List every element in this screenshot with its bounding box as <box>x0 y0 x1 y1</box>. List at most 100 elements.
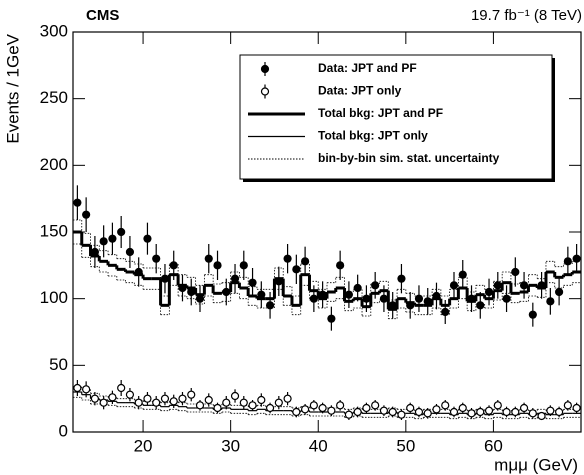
data-point <box>344 410 353 419</box>
data-point <box>537 411 546 421</box>
data-point <box>432 405 441 414</box>
data-point <box>449 281 459 290</box>
y-tick-label: 300 <box>40 21 68 40</box>
data-point <box>160 394 170 403</box>
data-point <box>397 410 406 419</box>
data-point <box>274 398 283 407</box>
data-point <box>152 254 161 263</box>
data-point <box>292 265 301 274</box>
data-point <box>467 294 476 303</box>
data-point <box>230 274 240 283</box>
data-point <box>519 281 529 290</box>
data-point <box>327 314 336 323</box>
data-point <box>502 407 511 417</box>
data-point <box>309 294 318 303</box>
data-point <box>371 281 380 290</box>
data-point <box>160 274 170 283</box>
data-point <box>476 407 485 417</box>
x-tick-label: 20 <box>134 436 153 455</box>
data-point <box>388 407 397 417</box>
data-point <box>265 301 275 310</box>
data-point <box>449 407 459 417</box>
y-tick-label: 100 <box>40 288 68 307</box>
data-point <box>441 307 450 317</box>
data-point <box>362 403 371 413</box>
data-point <box>125 247 135 257</box>
data-point <box>406 403 415 413</box>
data-point <box>511 267 520 277</box>
data-point <box>528 409 537 418</box>
data-point <box>99 237 108 246</box>
data-point <box>414 294 424 303</box>
legend-symbol <box>260 64 270 74</box>
legend-label: Data: JPT and PF <box>318 61 417 75</box>
x-axis-label: mμμ (GeV) <box>494 455 578 474</box>
data-point <box>318 290 327 299</box>
data-point <box>257 395 266 405</box>
data-point <box>108 393 117 402</box>
data-point <box>239 261 248 270</box>
chart-title: CMS <box>86 7 119 24</box>
data-point <box>283 254 292 263</box>
data-point <box>353 407 362 417</box>
data-point <box>546 406 555 415</box>
data-point <box>134 398 143 407</box>
data-point <box>125 390 135 399</box>
data-point <box>90 394 99 403</box>
data-point <box>143 394 152 403</box>
data-point <box>362 294 371 303</box>
data-point <box>484 406 494 415</box>
data-point <box>195 294 205 303</box>
data-point <box>239 398 248 407</box>
data-point <box>309 401 318 410</box>
data-point <box>108 234 117 243</box>
chart-subtitle: 19.7 fb⁻¹ (8 TeV) <box>471 7 582 24</box>
legend-box <box>239 54 553 180</box>
legend-symbol <box>260 87 270 96</box>
y-tick-label: 50 <box>49 355 68 374</box>
data-point <box>248 401 257 410</box>
data-point <box>511 407 520 417</box>
data-point <box>484 287 494 297</box>
y-tick-label: 0 <box>59 421 68 440</box>
data-point <box>283 394 292 403</box>
data-point <box>222 287 231 297</box>
data-point <box>178 283 187 293</box>
data-point <box>528 310 537 319</box>
data-point <box>265 403 275 413</box>
data-point <box>555 287 564 297</box>
data-point <box>414 407 424 417</box>
data-point <box>379 294 389 303</box>
data-point <box>117 383 126 393</box>
data-point <box>493 281 502 290</box>
y-tick-label: 250 <box>40 88 68 107</box>
data-point <box>143 234 152 243</box>
x-tick-label: 40 <box>309 436 328 455</box>
data-point <box>301 257 310 266</box>
data-point <box>213 403 222 413</box>
data-point <box>563 401 572 410</box>
data-point <box>519 403 529 413</box>
data-point <box>502 294 511 303</box>
data-point <box>204 254 213 263</box>
y-tick-label: 150 <box>40 221 68 240</box>
data-point <box>257 290 266 299</box>
data-point <box>388 301 397 310</box>
data-point <box>344 290 353 299</box>
data-point <box>204 395 213 405</box>
y-axis-label: Events / 1GeV <box>3 33 22 143</box>
data-point <box>397 274 406 283</box>
data-point <box>82 210 91 219</box>
data-point <box>423 409 432 418</box>
data-point <box>353 283 362 293</box>
data-point <box>99 398 108 407</box>
data-point <box>222 398 231 407</box>
y-tick-label: 200 <box>40 155 68 174</box>
data-point <box>187 287 196 297</box>
x-tick-label: 60 <box>484 436 503 455</box>
data-point <box>572 254 581 263</box>
data-point <box>213 261 222 270</box>
data-point <box>563 257 572 266</box>
data-point <box>441 401 450 410</box>
